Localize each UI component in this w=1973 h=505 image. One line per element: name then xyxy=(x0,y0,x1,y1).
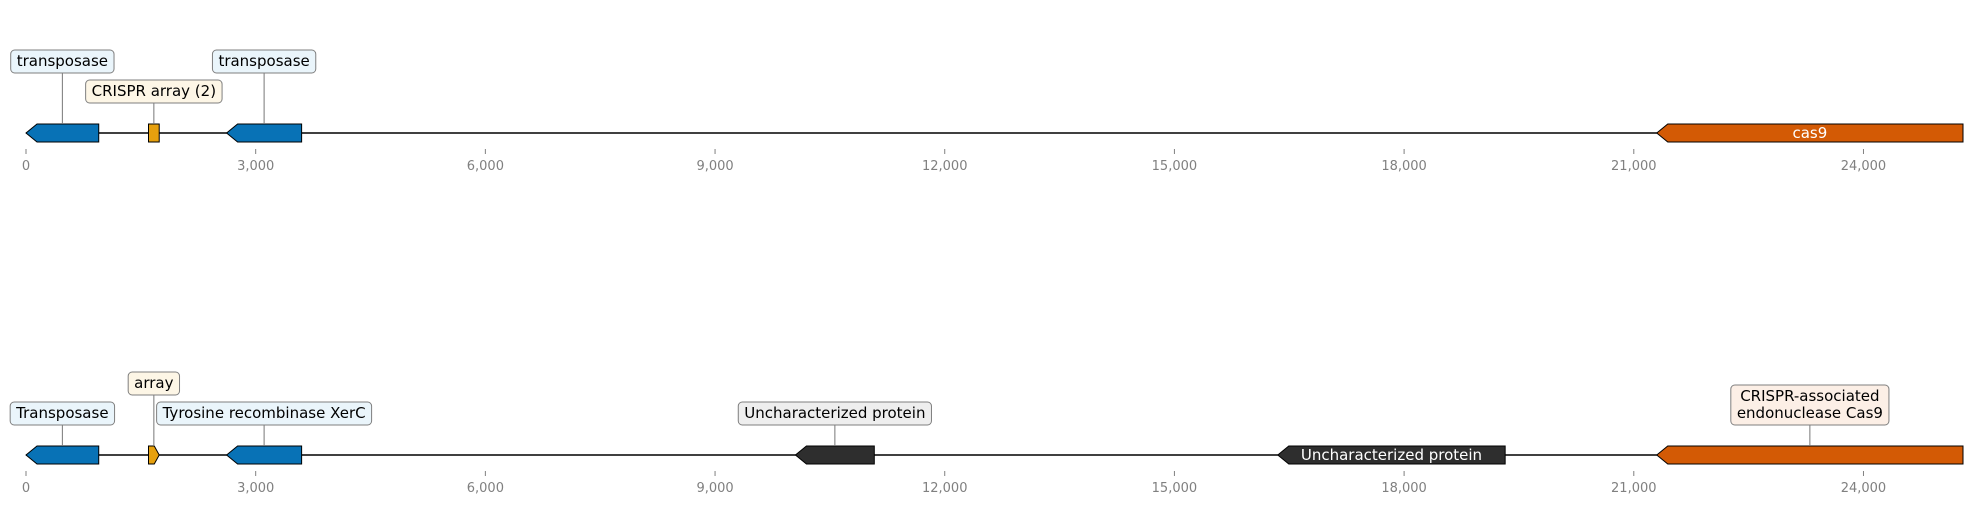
axis-tick-label: 3,000 xyxy=(237,159,274,174)
axis-tick-label: 15,000 xyxy=(1152,159,1198,174)
axis-tick-label: 24,000 xyxy=(1841,481,1887,496)
label-box xyxy=(211,49,317,74)
gene-label: transposase xyxy=(17,52,108,70)
axis-tick-label: 6,000 xyxy=(467,481,504,496)
gene-label: Uncharacterized protein xyxy=(1301,446,1482,464)
axis-tick-label: 12,000 xyxy=(922,159,968,174)
label-box xyxy=(737,401,932,426)
axis-tick-label: 21,000 xyxy=(1611,481,1657,496)
gene-label: Uncharacterized protein xyxy=(744,404,925,422)
axis-tick-label: 21,000 xyxy=(1611,159,1657,174)
axis-tick-label: 18,000 xyxy=(1381,481,1427,496)
gene-arrow xyxy=(1655,445,1964,465)
gene-arrow xyxy=(25,445,100,465)
axis-tick-label: 24,000 xyxy=(1841,159,1887,174)
track-top: 0 3,000 6,000 9,000 12,000 15,000 18,000 21,000… xyxy=(10,49,1964,174)
gene-arrow xyxy=(225,123,303,143)
gene-label: Tyrosine recombinase XerC xyxy=(162,404,366,422)
gene-arrow xyxy=(147,123,160,143)
gene-label: array xyxy=(134,374,173,392)
gene-arrow xyxy=(25,123,100,143)
gene-label: cas9 xyxy=(1792,124,1827,142)
label-box xyxy=(156,401,373,426)
gene-label: transposase xyxy=(218,52,309,70)
gene-label: CRISPR-associated endonuclease Cas9 xyxy=(1737,387,1883,422)
axis-tick-label: 9,000 xyxy=(696,159,733,174)
gene-arrow xyxy=(794,445,875,465)
axis-tick-label: 6,000 xyxy=(467,159,504,174)
label-box xyxy=(85,79,223,104)
axis-tick-label: 0 xyxy=(22,481,30,496)
gene-arrow xyxy=(225,445,303,465)
axis-tick-label: 15,000 xyxy=(1152,481,1198,496)
axis-tick-label: 0 xyxy=(22,159,30,174)
label-box xyxy=(1730,384,1890,426)
gene-arrow xyxy=(147,445,160,465)
label-box xyxy=(127,371,181,396)
axis-tick-label: 18,000 xyxy=(1381,159,1427,174)
gene-arrow xyxy=(1655,123,1964,143)
axis-tick-label: 9,000 xyxy=(696,481,733,496)
gene-label: CRISPR array (2) xyxy=(92,82,216,100)
gene-label: Transposase xyxy=(15,404,108,422)
track-bottom: 0 3,000 6,000 9,000 12,000 15,000 18,000 21,000… xyxy=(9,371,1964,496)
label-box xyxy=(9,401,116,426)
axis-tick-label: 12,000 xyxy=(922,481,968,496)
label-box xyxy=(10,49,115,74)
axis-tick-label: 3,000 xyxy=(237,481,274,496)
gene-arrow xyxy=(1276,445,1506,465)
